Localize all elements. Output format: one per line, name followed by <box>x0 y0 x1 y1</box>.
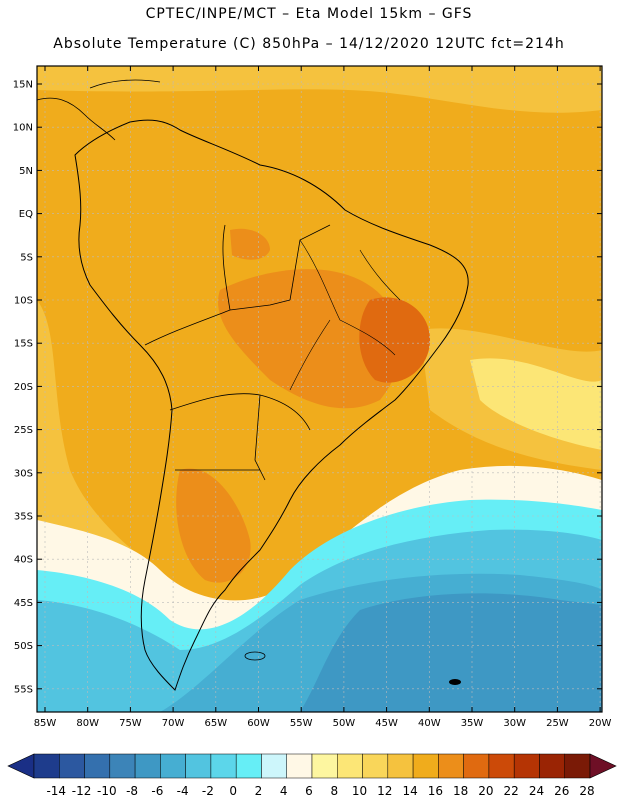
lon-label: 75W <box>119 718 142 729</box>
lon-label: 55W <box>290 718 313 729</box>
colorbar-swatch <box>463 753 490 779</box>
central-america-coastline <box>37 79 161 141</box>
colorbar-label: -10 <box>97 784 117 798</box>
colorbar-label: -14 <box>46 784 66 798</box>
colorbar-swatch <box>160 753 186 779</box>
colorbar-label: -4 <box>177 784 189 798</box>
field-hot-amazon <box>230 228 270 260</box>
colorbar-label: 18 <box>453 784 468 798</box>
colorbar-swatch <box>488 753 515 779</box>
colorbar: -14 -12 -10 -8 -6 -4 -2 0 2 4 6 8 10 12 14 16 18 20 22 24 26… <box>7 753 617 798</box>
colorbar-label: 16 <box>428 784 443 798</box>
colorbar-swatch <box>185 753 212 779</box>
state-borders <box>289 239 401 391</box>
lat-label: 15S <box>14 339 33 350</box>
lat-label: 40S <box>14 555 33 566</box>
lon-label: 70W <box>162 718 185 729</box>
colorbar-label: 4 <box>280 784 288 798</box>
falkland-islands <box>244 651 266 661</box>
colorbar-swatch <box>337 753 363 779</box>
colorbar-label: 10 <box>352 784 367 798</box>
colorbar-label: 6 <box>305 784 313 798</box>
colorbar-swatch <box>438 753 464 779</box>
lat-label: 30S <box>14 468 33 479</box>
colorbar-swatch <box>412 753 439 779</box>
lat-label: 5N <box>19 166 33 177</box>
colorbar-swatch <box>33 753 60 779</box>
field-pacific-mild <box>37 300 200 600</box>
lon-label: 80W <box>76 718 99 729</box>
lon-label: 65W <box>204 718 227 729</box>
lon-label: 25W <box>546 718 569 729</box>
field-hot-core-brazil <box>218 269 402 409</box>
map-subtitle: Absolute Temperature (C) 850hPa – 14/12/… <box>53 36 565 52</box>
colorbar-label: 22 <box>504 784 519 798</box>
colorbar-swatch <box>84 753 111 779</box>
colorbar-swatch <box>286 753 313 779</box>
colorbar-swatch <box>261 753 287 779</box>
colorbar-label: 14 <box>402 784 417 798</box>
field-coldest <box>300 593 602 712</box>
map-title: CPTEC/INPE/MCT – Eta Model 15km – GFS <box>145 6 473 22</box>
colorbar-label: 24 <box>529 784 544 798</box>
axis-ticks <box>37 66 602 712</box>
lon-label: 85W <box>34 718 57 729</box>
lon-label: 50W <box>333 718 356 729</box>
lon-label: 60W <box>247 718 270 729</box>
lat-label: 50S <box>14 641 33 652</box>
lat-label: 15N <box>13 80 33 91</box>
colorbar-label: -6 <box>151 784 163 798</box>
lon-label: 35W <box>461 718 484 729</box>
colorbar-label: 26 <box>554 784 569 798</box>
colorbar-label: -2 <box>202 784 214 798</box>
colorbar-swatch <box>362 753 389 779</box>
colorbar-swatch <box>59 753 85 779</box>
south-america-coastline <box>74 119 469 691</box>
colorbar-label: -12 <box>72 784 92 798</box>
colorbar-swatch <box>311 753 338 779</box>
lat-label: 20S <box>14 382 33 393</box>
colorbar-label: -8 <box>126 784 138 798</box>
colorbar-label: 0 <box>229 784 237 798</box>
lat-label: EQ <box>19 209 33 220</box>
south-georgia <box>449 679 461 685</box>
colorbar-left-arrow <box>7 753 35 779</box>
colorbar-swatch <box>387 753 414 779</box>
colorbar-swatch <box>564 753 591 779</box>
colorbar-label: 28 <box>579 784 594 798</box>
lon-label: 45W <box>375 718 398 729</box>
colorbar-label: 2 <box>255 784 263 798</box>
colorbar-swatch <box>210 753 237 779</box>
field-atlantic-pale <box>470 358 602 450</box>
lat-label: 45S <box>14 598 33 609</box>
field-hot-core-patagonia <box>176 468 251 583</box>
lon-label: 30W <box>503 718 526 729</box>
colorbar-swatch <box>109 753 136 779</box>
colorbar-label: 8 <box>330 784 338 798</box>
lat-label: 10N <box>13 123 33 134</box>
colorbar-swatch <box>513 753 540 779</box>
lat-label: 5S <box>20 252 33 263</box>
lon-label: 40W <box>418 718 441 729</box>
colorbar-swatch <box>539 753 565 779</box>
colorbar-right-arrow <box>589 753 617 779</box>
colorbar-label: 12 <box>377 784 392 798</box>
longitude-labels: 85W 80W 75W 70W 65W 60W 55W 50W 45W 40W 35W 30W 25W 2… <box>34 718 612 729</box>
lon-label: 20W <box>589 718 612 729</box>
lat-label: 35S <box>14 512 33 523</box>
map-frame <box>36 65 603 713</box>
temperature-field <box>37 66 602 712</box>
lat-label: 25S <box>14 425 33 436</box>
colorbar-swatch <box>235 753 262 779</box>
field-north-band <box>37 66 602 113</box>
field-hotter-core <box>359 297 430 383</box>
colorbar-label: 20 <box>478 784 493 798</box>
graticule <box>37 66 602 712</box>
latitude-labels: 15N 10N 5N EQ 5S 10S 15S 20S 25S 30S 35S 40S 45S 50S 5… <box>13 80 33 696</box>
colorbar-swatch <box>134 753 161 779</box>
lat-label: 55S <box>14 684 33 695</box>
lat-label: 10S <box>14 296 33 307</box>
